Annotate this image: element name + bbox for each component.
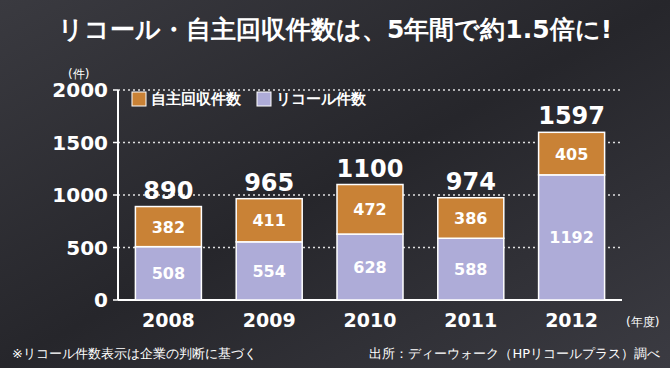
total-label: 890 <box>143 177 193 205</box>
bars <box>135 132 604 300</box>
legend-swatch <box>257 92 271 106</box>
legend-label: リコール件数 <box>276 90 367 108</box>
total-label: 1597 <box>538 102 605 130</box>
total-label: 974 <box>446 168 496 196</box>
title: リコール・自主回収件数は、5年間で約1.5倍に! <box>58 15 612 44</box>
y-tick-label: 1000 <box>52 183 108 207</box>
data-label: 588 <box>454 260 487 279</box>
data-labels: 508 382 890 554 411 965 628 472 1100 588 386 974 119… <box>143 102 605 283</box>
x-label: (年度) <box>626 315 659 329</box>
y-tick-label: 0 <box>94 288 108 312</box>
total-label: 965 <box>244 169 294 197</box>
bar-segment <box>438 238 504 300</box>
total-label: 1100 <box>337 155 404 183</box>
data-label: 508 <box>152 264 185 283</box>
bar-segment <box>337 234 403 300</box>
chart: リコール・自主回収件数は、5年間で約1.5倍に!(件)0500100015002… <box>0 0 670 368</box>
bar-segment <box>337 185 403 235</box>
legend-label: 自主回収件数 <box>151 90 242 108</box>
y-tick-label: 1500 <box>52 131 108 155</box>
y-axis <box>117 90 119 300</box>
x-tick-label: 2012 <box>545 309 598 331</box>
bar-segment <box>539 175 605 300</box>
data-label: 472 <box>353 200 386 219</box>
bar-segment <box>135 247 201 300</box>
background <box>0 0 670 368</box>
legend: 自主回収件数 リコール件数 <box>132 90 367 108</box>
data-label: 382 <box>152 218 185 237</box>
x-tick-label: 2011 <box>444 309 497 331</box>
x-tick-label: 2010 <box>344 309 397 331</box>
bar-segment <box>236 199 302 242</box>
bar-segment <box>135 207 201 247</box>
bar-segment <box>438 198 504 239</box>
data-label: 1192 <box>549 228 594 247</box>
y-tick-label: 2000 <box>52 78 108 102</box>
data-label: 628 <box>353 258 386 277</box>
data-label: 405 <box>555 145 588 164</box>
bar-segment <box>236 242 302 300</box>
y-tick-label: 500 <box>66 236 108 260</box>
source: 出所：ディーウォーク（HPリコールプラス）調べ <box>369 346 660 361</box>
data-label: 386 <box>454 209 487 228</box>
data-label: 554 <box>252 262 285 281</box>
bar-segment <box>539 132 605 175</box>
footnote: ※リコール件数表示は企業の判断に基づく <box>12 346 257 361</box>
data-label: 411 <box>252 211 285 230</box>
legend-swatch <box>132 92 146 106</box>
x-tick-label: 2008 <box>142 309 195 331</box>
x-tick-label: 2009 <box>243 309 296 331</box>
